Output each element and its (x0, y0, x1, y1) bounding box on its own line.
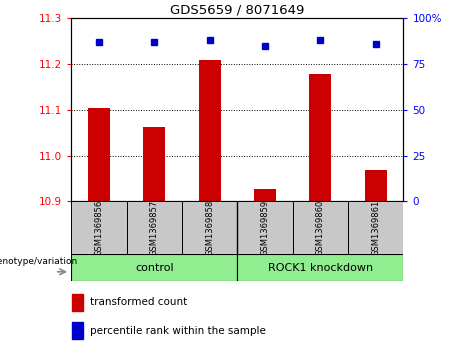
Bar (348, 201, 403, 254)
Text: GSM1369857: GSM1369857 (150, 200, 159, 256)
Text: GSM1369856: GSM1369856 (95, 200, 104, 256)
Bar (127, 201, 182, 254)
Title: GDS5659 / 8071649: GDS5659 / 8071649 (170, 4, 305, 17)
Bar (71, 201, 127, 254)
Bar (72, 294, 83, 311)
Text: GSM1369861: GSM1369861 (371, 200, 380, 256)
Bar (199, 60, 221, 201)
Text: genotype/variation: genotype/variation (0, 257, 77, 266)
Bar (365, 170, 387, 201)
Bar (293, 201, 348, 254)
Text: GSM1369860: GSM1369860 (316, 200, 325, 256)
Bar (254, 189, 276, 201)
Bar (182, 201, 237, 254)
Text: ROCK1 knockdown: ROCK1 knockdown (268, 263, 373, 273)
Text: percentile rank within the sample: percentile rank within the sample (89, 326, 266, 336)
Text: control: control (135, 263, 174, 273)
Bar (143, 127, 165, 201)
Bar (309, 74, 331, 201)
Bar (71, 254, 237, 281)
Bar (88, 107, 110, 201)
Bar (237, 254, 403, 281)
Bar (72, 322, 83, 339)
Bar (237, 201, 293, 254)
Text: transformed count: transformed count (89, 297, 187, 307)
Text: GSM1369858: GSM1369858 (205, 200, 214, 256)
Text: GSM1369859: GSM1369859 (260, 200, 270, 256)
